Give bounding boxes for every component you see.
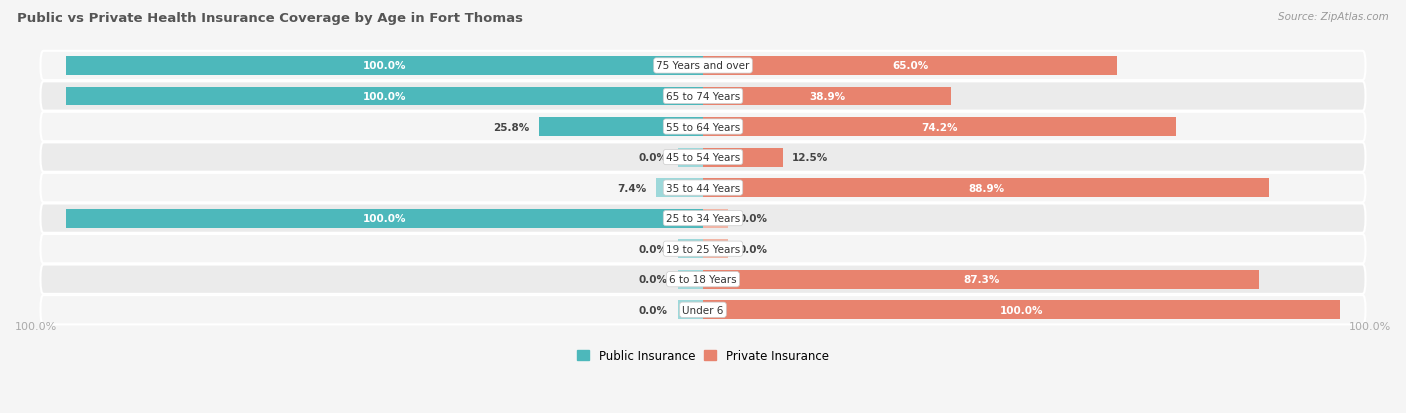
- FancyBboxPatch shape: [41, 113, 1365, 142]
- Text: 35 to 44 Years: 35 to 44 Years: [666, 183, 740, 193]
- Text: 100.0%: 100.0%: [1348, 321, 1391, 331]
- Text: 45 to 54 Years: 45 to 54 Years: [666, 153, 740, 163]
- Text: 65 to 74 Years: 65 to 74 Years: [666, 92, 740, 102]
- FancyBboxPatch shape: [41, 204, 1365, 233]
- Bar: [703, 270, 1260, 289]
- Text: 74.2%: 74.2%: [921, 122, 957, 132]
- Bar: [678, 270, 703, 289]
- Bar: [703, 240, 728, 259]
- Text: 0.0%: 0.0%: [738, 214, 768, 223]
- Text: 0.0%: 0.0%: [638, 275, 668, 285]
- FancyBboxPatch shape: [41, 143, 1365, 172]
- Bar: [66, 87, 703, 106]
- Text: 100.0%: 100.0%: [363, 92, 406, 102]
- Bar: [703, 57, 1118, 76]
- FancyBboxPatch shape: [41, 235, 1365, 263]
- FancyBboxPatch shape: [41, 52, 1365, 81]
- Bar: [678, 240, 703, 259]
- Text: 6 to 18 Years: 6 to 18 Years: [669, 275, 737, 285]
- Bar: [703, 179, 1270, 197]
- Text: 100.0%: 100.0%: [1000, 305, 1043, 315]
- Bar: [655, 179, 703, 197]
- Text: 65.0%: 65.0%: [891, 61, 928, 71]
- Text: 12.5%: 12.5%: [792, 153, 828, 163]
- Bar: [703, 301, 1340, 319]
- FancyBboxPatch shape: [41, 265, 1365, 294]
- Bar: [66, 209, 703, 228]
- FancyBboxPatch shape: [41, 295, 1365, 325]
- Text: 25.8%: 25.8%: [494, 122, 529, 132]
- Bar: [678, 301, 703, 319]
- Bar: [703, 148, 783, 167]
- Bar: [703, 209, 728, 228]
- Text: 100.0%: 100.0%: [363, 61, 406, 71]
- Text: 7.4%: 7.4%: [617, 183, 647, 193]
- Text: 88.9%: 88.9%: [969, 183, 1004, 193]
- FancyBboxPatch shape: [41, 82, 1365, 112]
- Text: 75 Years and over: 75 Years and over: [657, 61, 749, 71]
- Text: 87.3%: 87.3%: [963, 275, 1000, 285]
- Text: Under 6: Under 6: [682, 305, 724, 315]
- Text: 0.0%: 0.0%: [638, 153, 668, 163]
- Text: 25 to 34 Years: 25 to 34 Years: [666, 214, 740, 223]
- Text: Source: ZipAtlas.com: Source: ZipAtlas.com: [1278, 12, 1389, 22]
- Text: 19 to 25 Years: 19 to 25 Years: [666, 244, 740, 254]
- Text: 0.0%: 0.0%: [638, 305, 668, 315]
- Text: 55 to 64 Years: 55 to 64 Years: [666, 122, 740, 132]
- Bar: [538, 118, 703, 137]
- Bar: [703, 118, 1175, 137]
- Text: 0.0%: 0.0%: [638, 244, 668, 254]
- FancyBboxPatch shape: [41, 173, 1365, 203]
- Bar: [678, 148, 703, 167]
- Text: 38.9%: 38.9%: [808, 92, 845, 102]
- Text: Public vs Private Health Insurance Coverage by Age in Fort Thomas: Public vs Private Health Insurance Cover…: [17, 12, 523, 25]
- Text: 0.0%: 0.0%: [738, 244, 768, 254]
- Text: 100.0%: 100.0%: [15, 321, 58, 331]
- Bar: [703, 87, 950, 106]
- Bar: [66, 57, 703, 76]
- Legend: Public Insurance, Private Insurance: Public Insurance, Private Insurance: [572, 345, 834, 367]
- Text: 100.0%: 100.0%: [363, 214, 406, 223]
